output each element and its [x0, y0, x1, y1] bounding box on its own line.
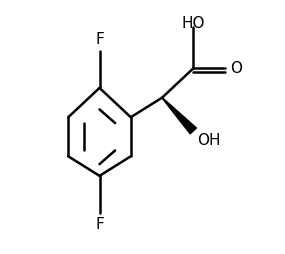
Polygon shape	[162, 98, 196, 134]
Text: F: F	[95, 217, 104, 232]
Text: HO: HO	[182, 16, 205, 31]
Text: O: O	[231, 61, 243, 76]
Text: OH: OH	[197, 133, 221, 148]
Text: F: F	[95, 31, 104, 46]
